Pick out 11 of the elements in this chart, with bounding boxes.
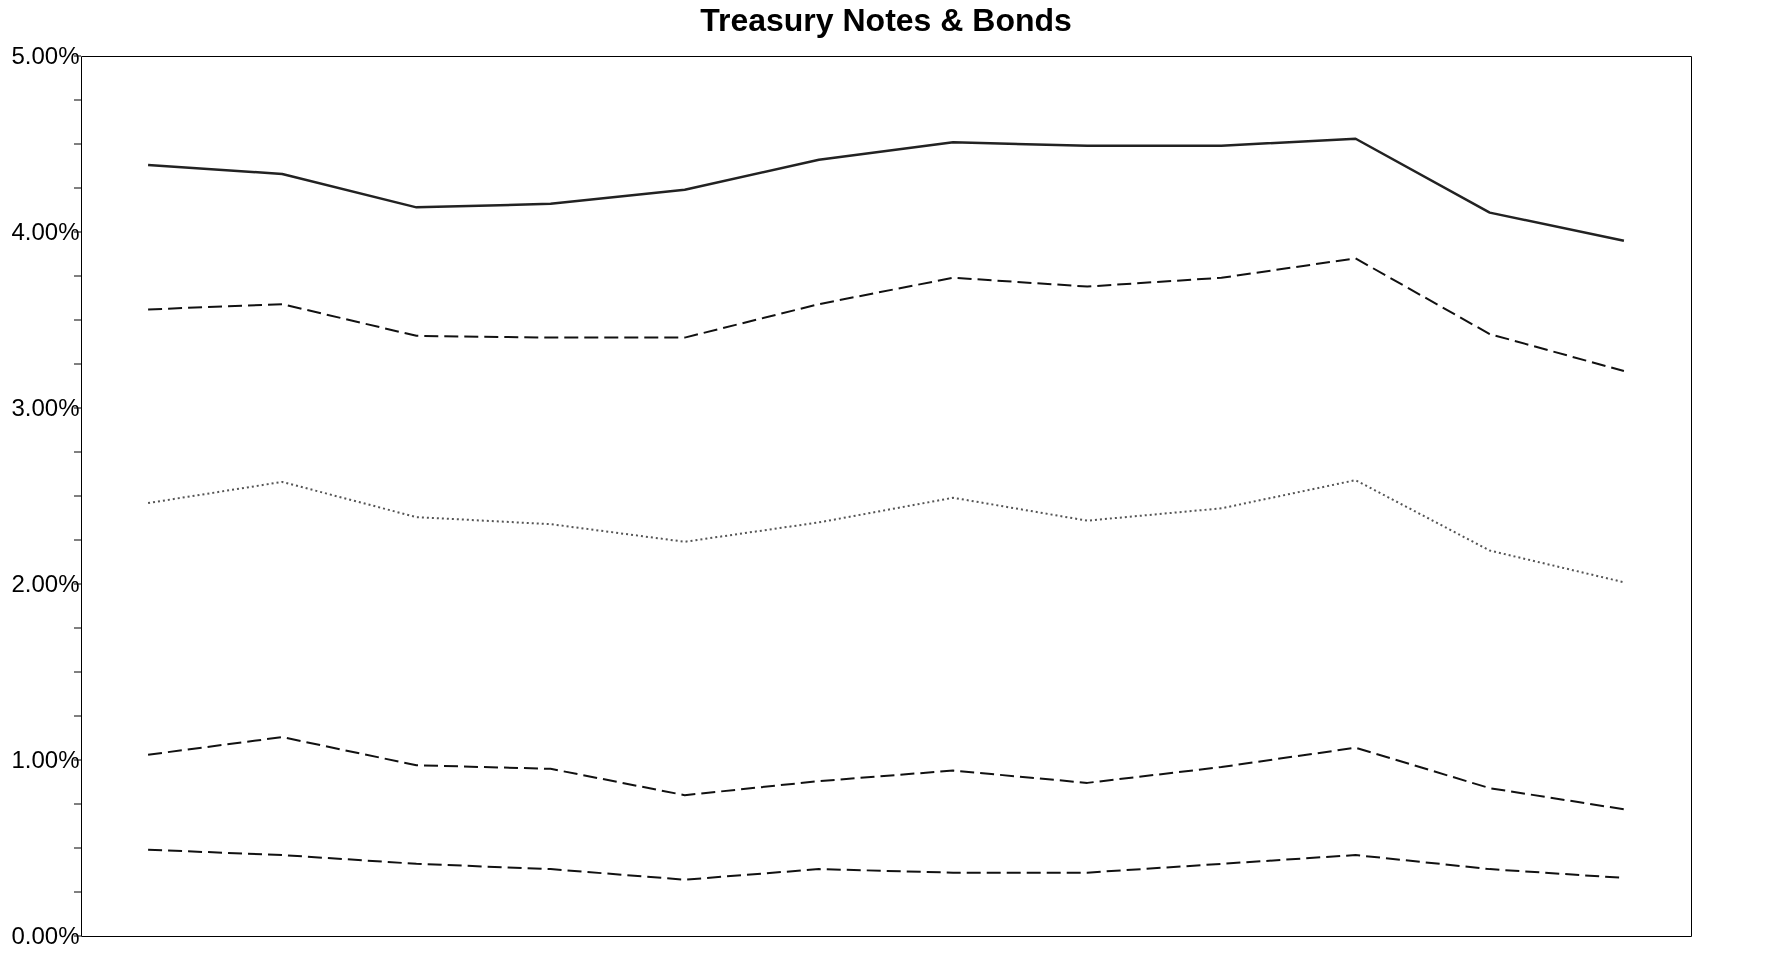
y-tick-label: 4.00% (11, 217, 80, 245)
chart-title: Treasury Notes & Bonds (700, 2, 1072, 38)
y-tick-label: 5.00% (11, 41, 80, 69)
line-series (147, 479, 1625, 584)
y-tick-label: 3.00% (11, 393, 80, 421)
line-series (147, 736, 1625, 811)
y-tick-label: 2.00% (11, 569, 80, 597)
y-tick-label: 1.00% (11, 745, 80, 773)
line-series (146, 137, 1626, 243)
y-tick-label: 0.00% (11, 921, 80, 949)
line-series (147, 257, 1625, 373)
